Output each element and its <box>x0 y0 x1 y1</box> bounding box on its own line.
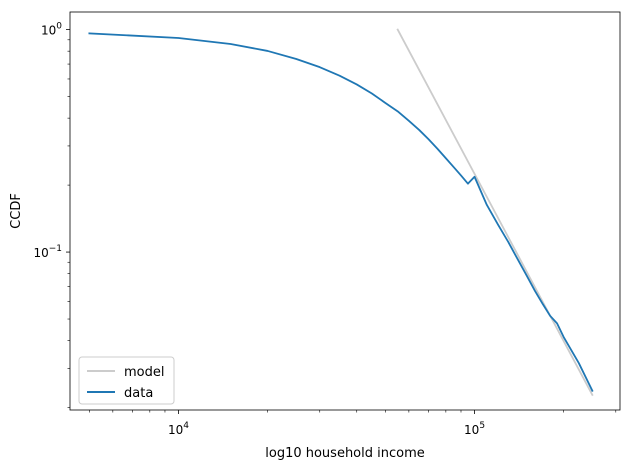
legend-label-model: model <box>124 365 164 380</box>
ticks-layer: 104 105 100 10−1 <box>33 22 617 437</box>
plot-area <box>70 12 620 410</box>
y-tick-label: 100 <box>41 22 62 38</box>
y-axis-label: CCDF <box>9 193 24 229</box>
y-tick-label: 10−1 <box>33 244 62 260</box>
series-line-model <box>396 28 594 397</box>
x-axis-label: log10 household income <box>265 446 425 461</box>
plot-frame <box>69 11 621 411</box>
legend-label-data: data <box>124 386 153 401</box>
legend: model data <box>78 356 175 405</box>
series-line-data <box>88 32 594 392</box>
x-tick-label: 105 <box>464 421 485 437</box>
series-layer <box>88 28 594 397</box>
x-tick-label: 104 <box>168 421 189 437</box>
